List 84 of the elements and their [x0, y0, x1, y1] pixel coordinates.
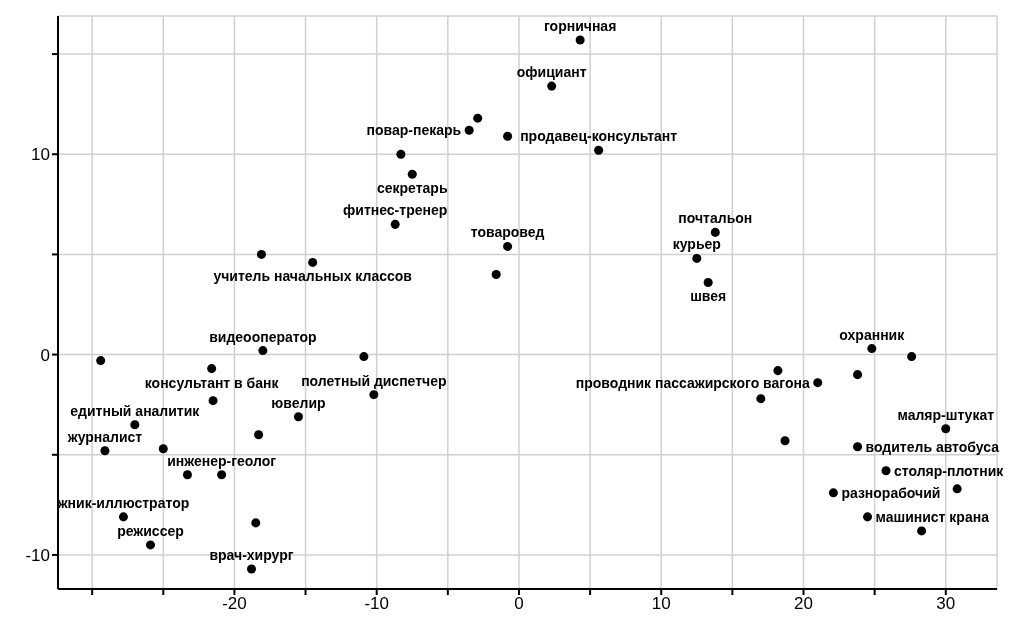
annotation: журналист — [66, 428, 143, 445]
annotation: едитный аналитик — [70, 402, 201, 419]
annotation: продавец-консультант — [520, 128, 678, 145]
annotation: секретарь — [376, 180, 448, 197]
point — [407, 169, 417, 179]
annotation: горничная — [543, 18, 617, 35]
annotation: почтальон — [678, 210, 753, 227]
point — [256, 249, 266, 259]
point — [359, 352, 369, 362]
point — [390, 219, 400, 229]
point — [158, 444, 168, 454]
point — [369, 390, 379, 400]
annotation: инженер-геолог — [167, 452, 277, 469]
y-tick-label: 0 — [40, 345, 50, 365]
point — [952, 484, 962, 494]
point — [547, 81, 557, 91]
annotation: товаровед — [470, 224, 545, 241]
point — [756, 394, 766, 404]
annotation: столяр-плотник — [894, 462, 1005, 479]
point — [881, 466, 891, 476]
point — [473, 113, 483, 123]
point — [491, 269, 501, 279]
annotation: машинист крана — [875, 508, 990, 525]
point — [130, 420, 140, 430]
annotation: ювелир — [271, 394, 326, 411]
point — [853, 370, 863, 380]
point — [293, 412, 303, 422]
point — [182, 470, 192, 480]
annotation: официант — [516, 64, 587, 81]
point — [710, 227, 720, 237]
point — [208, 396, 218, 406]
annotation: повар-пекарь — [366, 122, 462, 139]
point — [594, 145, 604, 155]
x-tick-label: 20 — [794, 594, 813, 614]
point — [100, 446, 110, 456]
point — [867, 344, 877, 354]
point — [813, 378, 823, 388]
annotation: жник-иллюстратор — [56, 494, 190, 511]
annotation: курьер — [672, 236, 721, 253]
annotation: швея — [690, 288, 727, 305]
point — [217, 470, 227, 480]
point — [863, 512, 873, 522]
annotation: консультант в банк — [144, 374, 280, 391]
point — [780, 436, 790, 446]
point — [773, 366, 783, 376]
point — [503, 131, 513, 141]
point — [941, 424, 951, 434]
annotation: фитнес-тренер — [343, 202, 448, 219]
point — [917, 526, 927, 536]
annotation: учитель начальных классов — [213, 268, 413, 285]
point — [254, 430, 264, 440]
annotation: видеооператор — [209, 328, 317, 345]
point — [853, 442, 863, 452]
point — [246, 564, 256, 574]
annotation: охранник — [839, 326, 906, 343]
point — [207, 364, 217, 374]
point — [251, 518, 261, 528]
x-tick-label: -20 — [222, 594, 247, 614]
point — [828, 488, 838, 498]
point — [308, 257, 318, 267]
annotation: водитель автобуса — [865, 438, 1000, 455]
point — [145, 540, 155, 550]
annotation: проводник пассажирского вагона — [575, 374, 810, 391]
point — [96, 356, 106, 366]
point — [118, 512, 128, 522]
annotation: маляр-штукат — [897, 406, 995, 423]
point — [464, 125, 474, 135]
y-tick-label: 10 — [31, 145, 50, 165]
point — [703, 277, 713, 287]
point — [503, 241, 513, 251]
point — [907, 352, 917, 362]
x-tick-label: 30 — [936, 594, 956, 614]
annotation: врач-хирург — [209, 546, 294, 563]
y-tick-label: -10 — [25, 545, 50, 565]
x-tick-label: 0 — [514, 594, 524, 614]
point — [692, 253, 702, 263]
point — [396, 149, 406, 159]
annotation: разнорабочий — [841, 484, 941, 501]
point — [575, 35, 585, 45]
annotation: полетный диспетчер — [301, 372, 447, 389]
annotation: режиссер — [117, 522, 184, 539]
x-tick-label: -10 — [364, 594, 389, 614]
point — [258, 346, 268, 356]
x-tick-label: 10 — [651, 594, 671, 614]
